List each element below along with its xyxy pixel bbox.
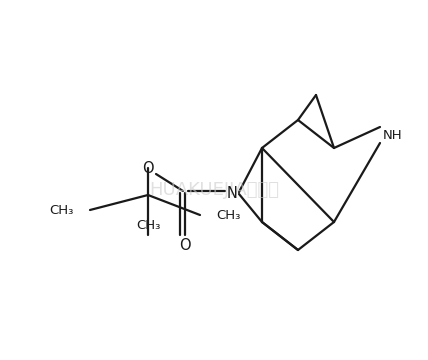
Text: HUAKUEJIA化学加: HUAKUEJIA化学加 <box>149 181 279 199</box>
Text: NH: NH <box>383 129 403 141</box>
Text: CH₃: CH₃ <box>136 219 160 231</box>
Text: CH₃: CH₃ <box>50 203 74 216</box>
Text: O: O <box>142 161 154 176</box>
Text: O: O <box>179 238 191 252</box>
Text: CH₃: CH₃ <box>216 208 241 221</box>
Text: N: N <box>226 185 238 201</box>
